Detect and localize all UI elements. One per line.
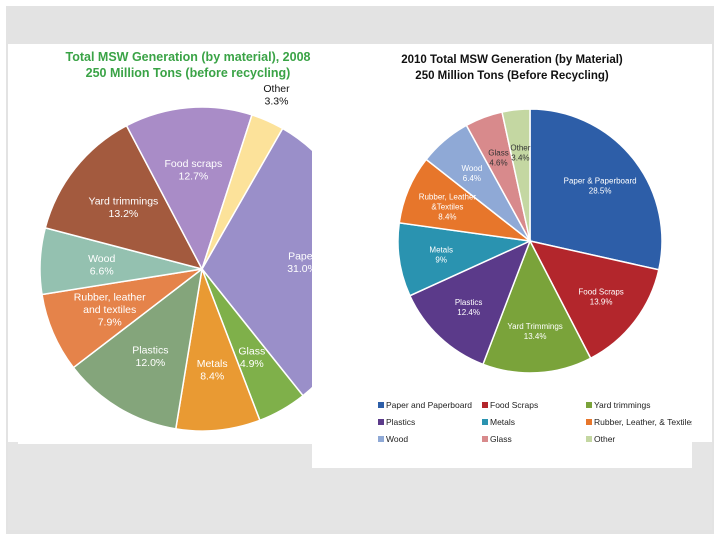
chart-2010-legend-label-metals: Metals — [490, 417, 515, 427]
chart-2008-label-other-text: Other — [263, 83, 290, 95]
chart-2010-label-yard-trimmings-text: Yard Trimmings — [507, 322, 562, 331]
chart-2008-label-food-scraps-pct: 12.7% — [179, 171, 209, 183]
chart-2010-legend-swatch-other — [586, 436, 592, 442]
chart-2008-label-yard-trimmings-text: Yard trimmings — [88, 196, 158, 208]
chart-2010-label-glass-pct: 4.6% — [489, 158, 507, 167]
chart-2010-legend-label-yard-trimmings: Yard trimmings — [594, 400, 651, 410]
chart-2010-label-plastics-text: Plastics — [455, 298, 483, 307]
chart-2010-label-wood-pct: 6.4% — [463, 174, 481, 183]
chart-2010-legend-swatch-plastics — [378, 419, 384, 425]
chart-2008-slice-plastics — [72, 267, 204, 430]
chart-2010-legend-label-other: Other — [594, 434, 615, 444]
chart-2010-slice-paper-paperboard — [529, 108, 663, 271]
chart-2008-subtitle: 250 Million Tons (before recycling) — [86, 66, 291, 80]
chart-2008-label-food-scraps-text: Food scraps — [165, 158, 223, 170]
chart-2010-label-other-text: Other — [510, 143, 530, 152]
chart-2008-label-yard-trimmings-pct: 13.2% — [109, 208, 139, 220]
chart-2010-label-paper-paperboard-text: Paper & Paperboard — [564, 176, 637, 185]
chart-2008-pie: Total MSW Generation (by material), 2008… — [39, 50, 354, 432]
chart-2010-label-metals-text: Metals — [429, 245, 453, 254]
chart-2010-panel: 2010 Total MSW Generation (by Material) … — [312, 44, 692, 468]
chart-2008-label-plastics-pct: 12.0% — [136, 357, 166, 369]
chart-2008-label-wood-pct: 6.6% — [90, 266, 114, 278]
chart-2008-label-rubber-leather-and-textiles-text: and textiles — [83, 304, 136, 316]
chart-2010-legend-label-paper-and-paperboard: Paper and Paperboard — [386, 400, 472, 410]
chart-2008-slice-food-scraps — [125, 106, 253, 271]
chart-2010-slice-plastics — [408, 239, 532, 366]
chart-2008-slice-other — [201, 113, 284, 270]
chart-2010-legend-swatch-yard-trimmings — [586, 402, 592, 408]
chart-2010-legend-label-wood: Wood — [386, 434, 408, 444]
chart-2008-label-metals-text: Metals — [197, 358, 228, 370]
chart-2008-label-paper-text: Paper — [288, 251, 317, 263]
chart-2010-label-plastics-pct: 12.4% — [457, 308, 480, 317]
chart-2010-label-yard-trimmings-pct: 13.4% — [524, 332, 547, 341]
chart-2010-title: 2010 Total MSW Generation (by Material) — [401, 54, 623, 66]
chart-2008-title: Total MSW Generation (by material), 2008 — [66, 50, 311, 64]
chart-2010-legend-swatch-metals — [482, 419, 488, 425]
chart-2008-label-other-pct: 3.3% — [265, 95, 289, 107]
chart-2010-label-rubber-leather-textiles-text: &Textiles — [431, 202, 463, 211]
chart-2010-legend-swatch-glass — [482, 436, 488, 442]
chart-2008-label-metals-pct: 8.4% — [200, 371, 224, 383]
chart-2008-label-rubber-leather-and-textiles-pct: 7.9% — [98, 317, 122, 329]
chart-2008-panel: Total MSW Generation (by material), 2008… — [18, 44, 354, 444]
chart-2008-label-glass-pct: 4.9% — [240, 358, 264, 370]
chart-2010-legend-label-plastics: Plastics — [386, 417, 415, 427]
chart-2008-label-rubber-leather-and-textiles-text: Rubber, leather — [74, 292, 146, 304]
chart-2008-label-plastics-text: Plastics — [132, 344, 168, 356]
chart-2010-label-other-pct: 3.4% — [511, 153, 529, 162]
chart-2010-label-paper-paperboard-pct: 28.5% — [589, 186, 612, 195]
chart-2010-legend-swatch-paper-and-paperboard — [378, 402, 384, 408]
chart-2010-label-metals-pct: 9% — [435, 255, 447, 264]
chart-2010-legend-label-rubber-leather-textiles: Rubber, Leather, & Textiles — [594, 417, 692, 427]
chart-2010-legend-label-glass: Glass — [490, 434, 512, 444]
chart-2010-label-food-scraps-text: Food Scraps — [578, 287, 623, 296]
chart-2010-slice-other — [501, 108, 531, 242]
chart-2008-label-paper-pct: 31.0% — [287, 263, 317, 275]
chart-2010-label-food-scraps-pct: 13.9% — [590, 297, 613, 306]
chart-2010-legend-swatch-food-scraps — [482, 402, 488, 408]
chart-2010-label-rubber-leather-textiles-text: Rubber, Leather — [419, 192, 477, 201]
chart-2010-slice-food-scraps — [528, 239, 660, 360]
chart-2008-label-glass-text: Glass — [238, 345, 265, 357]
chart-2010-subtitle: 250 Million Tons (Before Recycling) — [415, 70, 609, 82]
chart-2010-legend-swatch-wood — [378, 436, 384, 442]
chart-2010-label-wood-text: Wood — [462, 164, 483, 173]
chart-2008-label-wood-text: Wood — [88, 253, 115, 265]
chart-2010-legend-label-food-scraps: Food Scraps — [490, 400, 538, 410]
chart-2008-slice-yard-trimmings — [44, 124, 204, 271]
chart-2010-label-glass-text: Glass — [488, 148, 508, 157]
chart-2008-slice-metals — [174, 266, 261, 432]
chart-2010-legend-swatch-rubber-leather-textiles — [586, 419, 592, 425]
chart-2010-label-rubber-leather-textiles-pct: 8.4% — [438, 212, 456, 221]
chart-2010-pie: 2010 Total MSW Generation (by Material) … — [378, 54, 692, 444]
chart-2010-slice-yard-trimmings — [481, 239, 592, 374]
